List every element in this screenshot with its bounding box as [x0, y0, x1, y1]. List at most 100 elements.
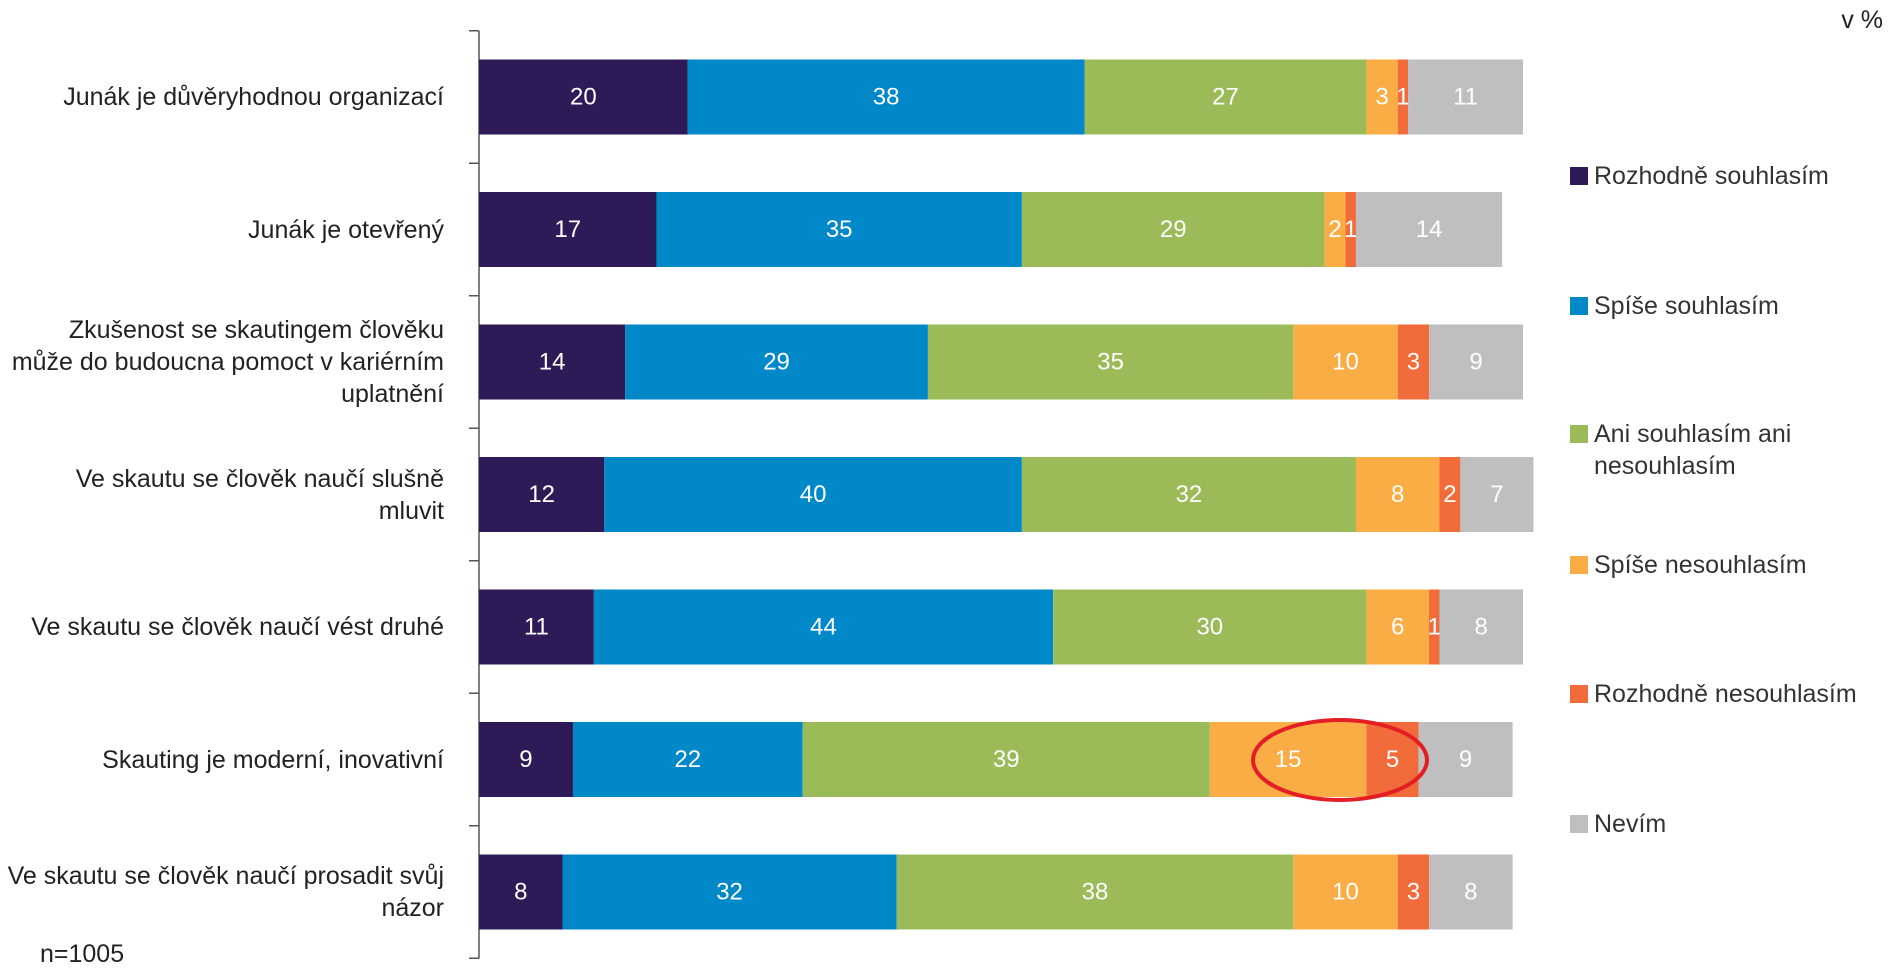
value-label: 2 — [1443, 481, 1456, 508]
category-label: Ve skautu se člověk naučí slušně mluvit — [75, 464, 444, 525]
value-label: 32 — [716, 878, 743, 905]
value-label: 9 — [519, 746, 532, 773]
bar-segment — [1429, 854, 1513, 930]
bar-segment — [687, 59, 1085, 135]
legend-label: Ani souhlasím ani nesouhlasím — [1594, 420, 1792, 480]
category-label: Junák je otevřený — [248, 215, 444, 244]
value-label: 6 — [1391, 613, 1404, 640]
bar-segment — [1439, 457, 1461, 532]
value-label: 3 — [1407, 348, 1420, 375]
bar-segment — [479, 457, 605, 532]
value-label: 8 — [514, 878, 527, 905]
bar-segment — [1366, 589, 1430, 665]
bar-segment — [479, 324, 626, 400]
bar-segment — [593, 589, 1054, 665]
category-label: Ve skautu se člověk naučí prosadit svůj … — [7, 862, 444, 922]
value-label: 35 — [1097, 348, 1124, 375]
bar-segment — [1021, 457, 1356, 532]
value-label: 32 — [1176, 481, 1203, 508]
value-label: 9 — [1459, 746, 1472, 773]
bar-segment — [1439, 589, 1523, 665]
bar-segment — [625, 324, 928, 400]
value-label: 14 — [1416, 216, 1443, 243]
bar-segment — [1418, 722, 1513, 797]
value-label: 39 — [993, 746, 1020, 773]
value-label: 17 — [554, 216, 581, 243]
category-label: Zkušenost se skautingem člověku může do … — [11, 316, 444, 408]
bar-segment — [927, 324, 1294, 400]
value-label: 22 — [674, 746, 701, 773]
value-label: 14 — [539, 348, 566, 375]
legend-swatch — [1570, 685, 1588, 703]
bar-segment — [479, 722, 573, 797]
bar-segment — [1397, 854, 1430, 930]
value-label: 2 — [1328, 216, 1341, 243]
bar-segment — [1345, 192, 1356, 267]
bar-segment — [1355, 192, 1503, 267]
category-label: Ve skautu se člověk naučí vést druhé — [31, 613, 444, 641]
category-label: Junák je důvěryhodnou organizací — [63, 83, 444, 111]
bar-segment — [1053, 589, 1367, 665]
legend-label: Spíše nesouhlasím — [1594, 551, 1807, 579]
legend-label: Nevím — [1594, 810, 1667, 838]
value-label: 8 — [1464, 878, 1477, 905]
bar-segment — [1293, 324, 1398, 400]
value-label: 40 — [800, 481, 827, 508]
sample-note: n=1005 — [40, 940, 125, 968]
bar-segment — [1397, 59, 1409, 135]
value-label: 15 — [1275, 746, 1302, 773]
value-label: 20 — [570, 83, 597, 110]
bar-segment — [1429, 589, 1440, 665]
value-label: 3 — [1407, 878, 1420, 905]
bar-segment — [1397, 324, 1430, 400]
bar-segment — [1355, 457, 1440, 532]
bar-segment — [656, 192, 1022, 267]
value-label: 10 — [1332, 348, 1359, 375]
value-label: 44 — [810, 613, 837, 640]
value-label: 29 — [763, 348, 790, 375]
legend-swatch — [1570, 425, 1588, 443]
bar-segment — [479, 854, 563, 930]
value-label: 30 — [1196, 613, 1223, 640]
bar-segment — [802, 722, 1210, 797]
bar-segment — [479, 589, 594, 665]
bar-segment — [1084, 59, 1367, 135]
value-label: 27 — [1212, 83, 1239, 110]
value-label: 3 — [1375, 83, 1388, 110]
bar-segment — [1324, 192, 1346, 267]
value-label: 8 — [1475, 613, 1488, 640]
value-label: 38 — [873, 83, 900, 110]
value-label: 1 — [1344, 216, 1357, 243]
bar-segment — [479, 192, 657, 267]
bar-segment — [1408, 59, 1523, 135]
bar-segment — [1209, 722, 1367, 797]
bar-segment — [562, 854, 897, 930]
bar-segment — [1429, 324, 1523, 400]
legend-swatch — [1570, 815, 1588, 833]
value-label: 5 — [1386, 746, 1399, 773]
bar-segment — [1460, 457, 1534, 532]
value-label: 10 — [1332, 878, 1359, 905]
bar-segment — [1366, 59, 1398, 135]
bar-segment — [604, 457, 1022, 532]
value-label: 9 — [1469, 348, 1482, 375]
value-label: 1 — [1396, 83, 1409, 110]
legend-label: Rozhodně souhlasím — [1594, 162, 1829, 190]
legend-label: Rozhodně nesouhlasím — [1594, 680, 1857, 708]
value-label: 11 — [1453, 83, 1478, 110]
category-label: Skauting je moderní, inovativní — [102, 745, 444, 774]
highlight-ellipse — [1251, 718, 1429, 802]
legend-swatch — [1570, 297, 1588, 315]
legend-label: Spíše souhlasím — [1594, 292, 1779, 320]
value-label: 12 — [528, 481, 555, 508]
bar-segment — [572, 722, 803, 797]
legend-swatch — [1570, 556, 1588, 574]
unit-note: v % — [1841, 6, 1883, 34]
value-label: 8 — [1391, 481, 1404, 508]
value-label: 11 — [524, 613, 549, 640]
bar-segment — [1293, 854, 1398, 930]
value-label: 1 — [1428, 613, 1441, 640]
value-label: 35 — [826, 216, 853, 243]
bar-segment — [1021, 192, 1325, 267]
